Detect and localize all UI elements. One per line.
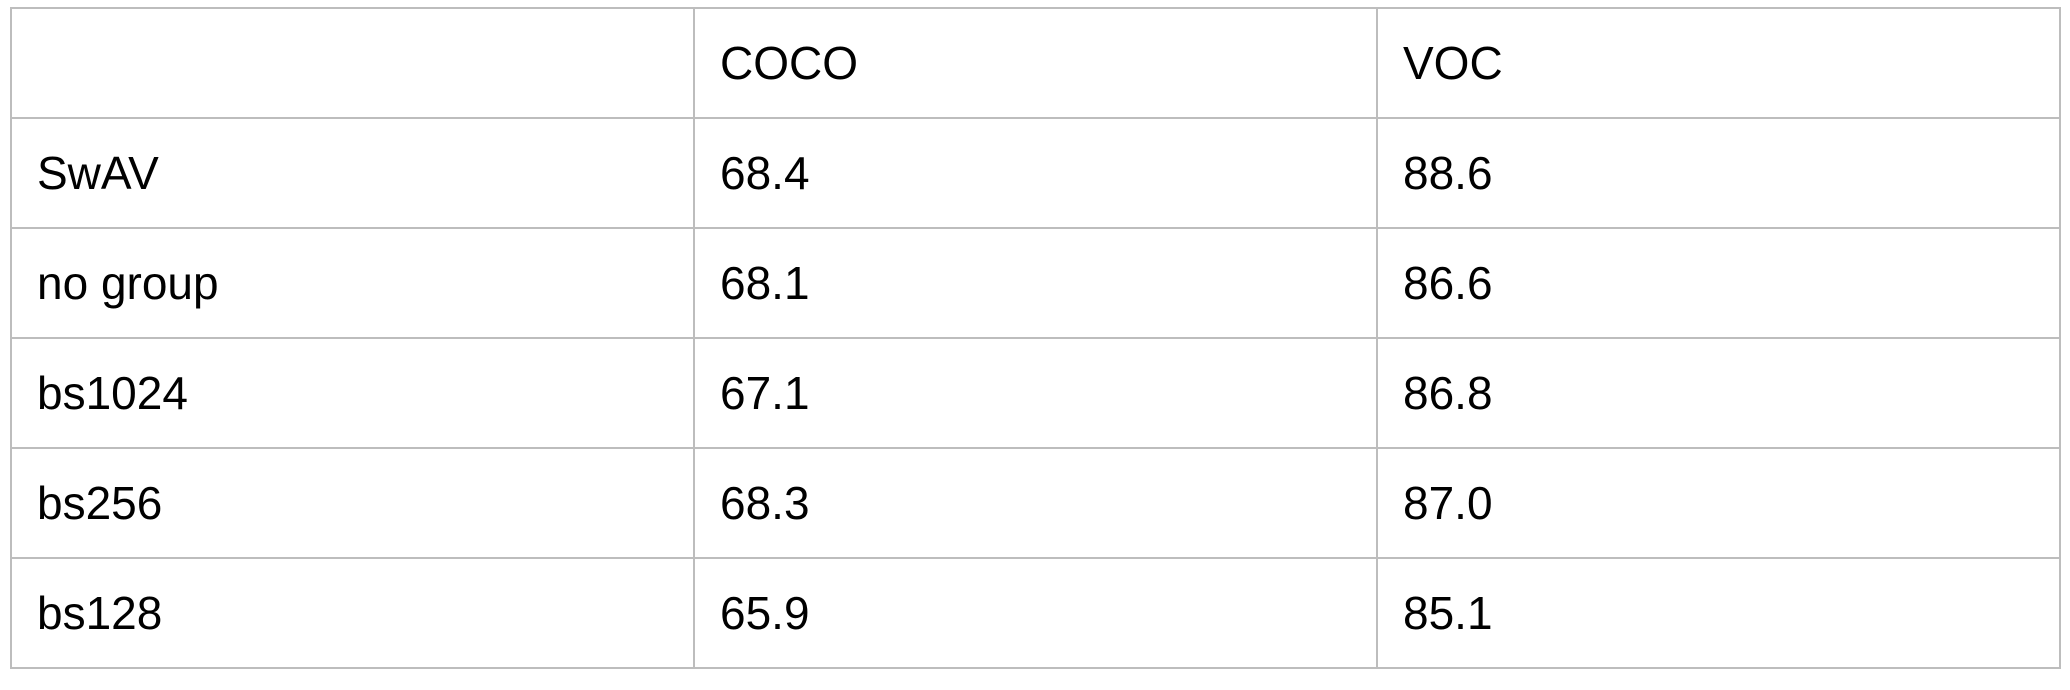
results-table: COCO VOC SwAV 68.4 88.6 no group 68.1 86… <box>10 7 2061 669</box>
voc-value-cell: 86.8 <box>1376 337 2061 449</box>
row-label-cell: SwAV <box>10 117 695 229</box>
header-cell-empty <box>10 7 695 119</box>
row-label-cell: bs128 <box>10 557 695 669</box>
coco-value-cell: 68.3 <box>693 447 1378 559</box>
header-cell-coco: COCO <box>693 7 1378 119</box>
voc-value-cell: 87.0 <box>1376 447 2061 559</box>
row-label-cell: bs256 <box>10 447 695 559</box>
coco-value-cell: 68.1 <box>693 227 1378 339</box>
voc-value-cell: 86.6 <box>1376 227 2061 339</box>
voc-value-cell: 85.1 <box>1376 557 2061 669</box>
coco-value-cell: 67.1 <box>693 337 1378 449</box>
table-row: bs1024 67.1 86.8 <box>10 337 2061 449</box>
table-header-row: COCO VOC <box>10 7 2061 119</box>
table-row: SwAV 68.4 88.6 <box>10 117 2061 229</box>
header-cell-voc: VOC <box>1376 7 2061 119</box>
coco-value-cell: 68.4 <box>693 117 1378 229</box>
voc-value-cell: 88.6 <box>1376 117 2061 229</box>
table-row: no group 68.1 86.6 <box>10 227 2061 339</box>
table-row: bs256 68.3 87.0 <box>10 447 2061 559</box>
row-label-cell: no group <box>10 227 695 339</box>
table-row: bs128 65.9 85.1 <box>10 557 2061 669</box>
coco-value-cell: 65.9 <box>693 557 1378 669</box>
row-label-cell: bs1024 <box>10 337 695 449</box>
